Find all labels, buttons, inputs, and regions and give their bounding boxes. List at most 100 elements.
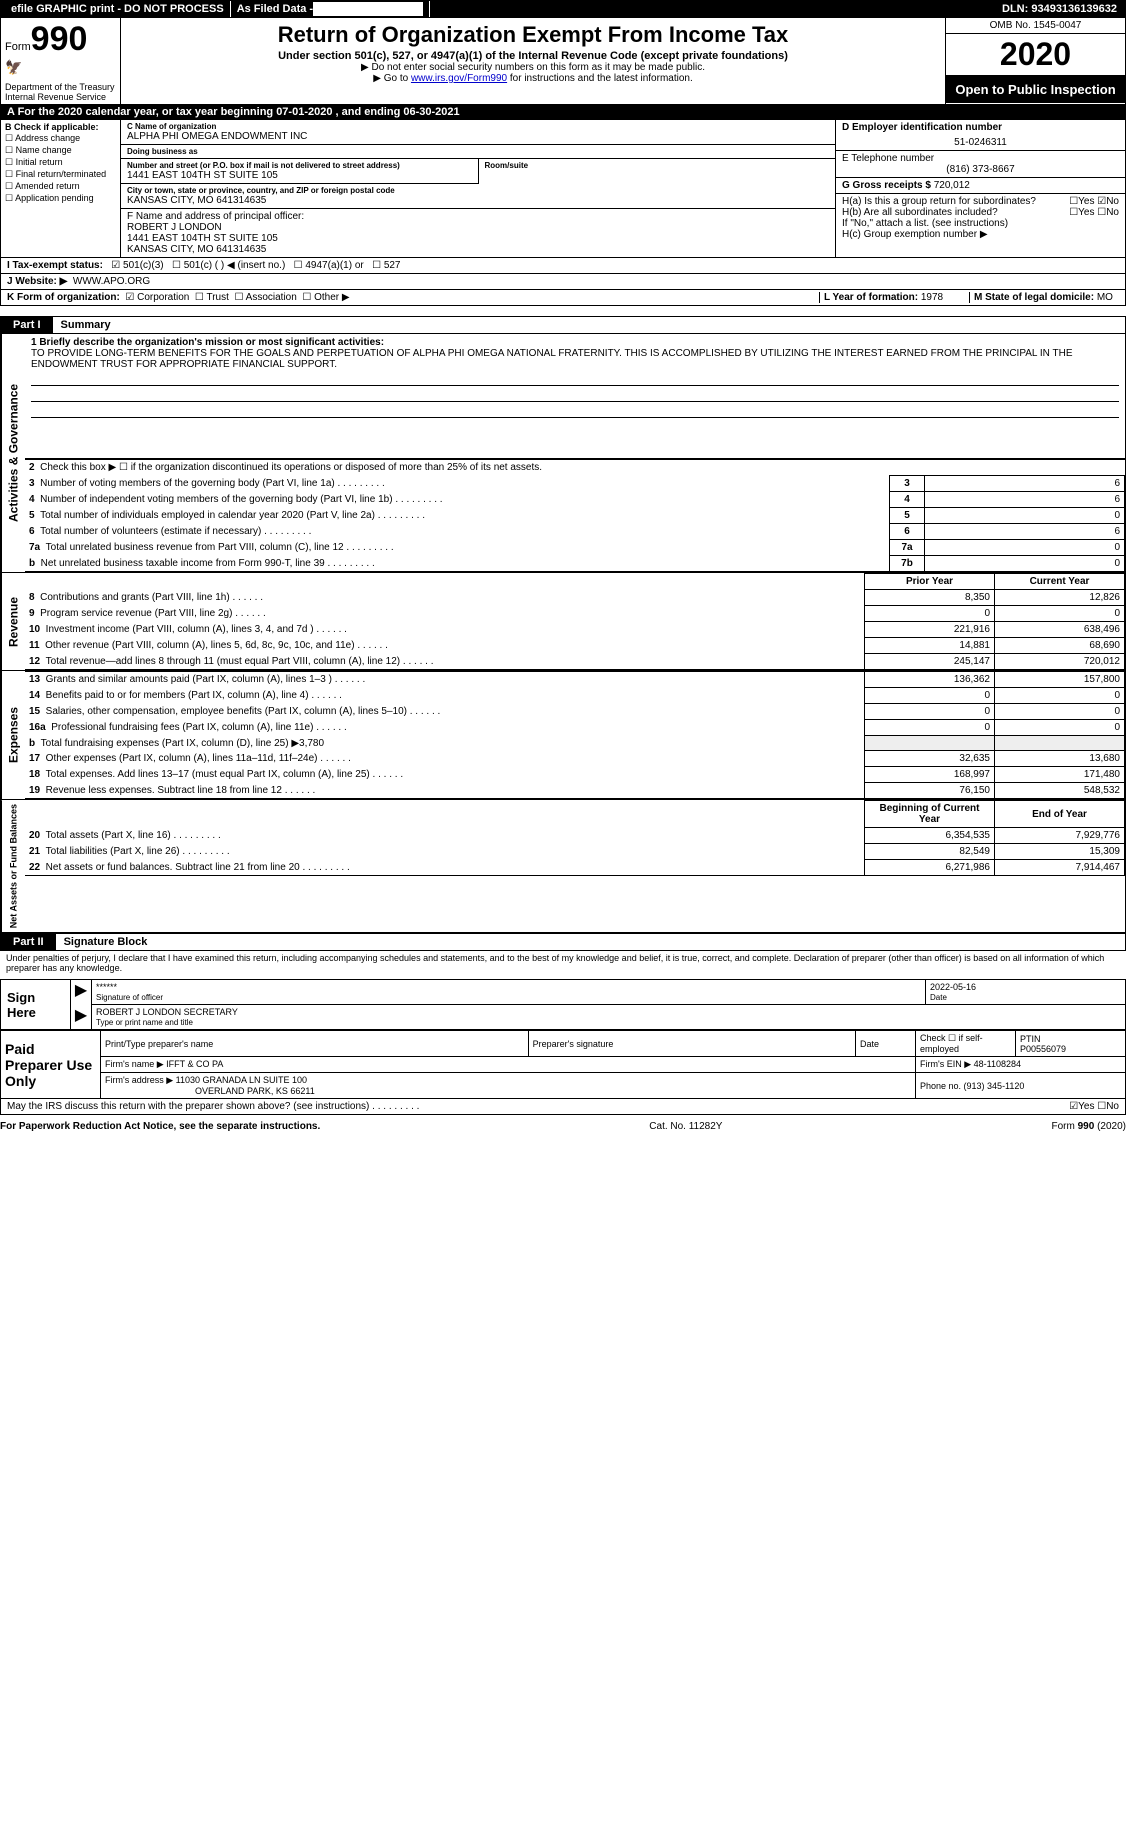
mission-line3 (31, 406, 1119, 418)
chk-name[interactable]: ☐ Name change (5, 145, 116, 156)
chk-final-label: Final return/terminated (16, 169, 107, 179)
revenue-body: Prior YearCurrent Year8 Contributions an… (25, 573, 1125, 670)
room-cell: Room/suite (478, 159, 836, 184)
part1-tab: Part I (1, 317, 53, 333)
sig-name-field: ROBERT J LONDON SECRETARY Type or print … (91, 1005, 1125, 1029)
ein-cell: D Employer identification number 51-0246… (836, 120, 1125, 151)
chk-amended-label: Amended return (15, 181, 80, 191)
ha-cell: H(a) Is this a group return for subordin… (836, 194, 1125, 242)
opt-other[interactable]: Other ▶ (314, 292, 349, 303)
netassets-body: Beginning of Current YearEnd of Year20 T… (25, 800, 1125, 932)
preparer-table: Paid Preparer Use Only Print/Type prepar… (0, 1030, 1126, 1099)
part2-tab: Part II (1, 934, 56, 950)
eagle-icon: 🦅 (5, 59, 116, 76)
firm-name: Firm's name ▶ IFFT & CO PA (101, 1057, 916, 1073)
part2-header: Part II Signature Block (0, 933, 1126, 951)
opt-corp[interactable]: Corporation (137, 292, 189, 303)
open-public: Open to Public Inspection (946, 76, 1125, 103)
officer-cell: F Name and address of principal officer:… (121, 209, 835, 257)
sig-date-field: 2022-05-16 Date (925, 980, 1125, 1005)
mission-box: 1 Briefly describe the organization's mi… (25, 334, 1125, 459)
asfiled-label: As Filed Data - (237, 3, 313, 15)
addr-label: Number and street (or P.O. box if mail i… (127, 161, 472, 170)
sig-date: 2022-05-16 (930, 982, 976, 992)
part2-title: Signature Block (56, 936, 156, 948)
prep-sig-label: Preparer's signature (528, 1031, 855, 1057)
topbar-asfiled: As Filed Data - (231, 1, 430, 17)
addr-value: 1441 EAST 104TH ST SUITE 105 (127, 170, 472, 181)
city-cell: City or town, state or province, country… (121, 184, 835, 209)
opt-trust[interactable]: Trust (206, 292, 228, 303)
form-num: 990 (31, 20, 88, 58)
preparer-label: Paid Preparer Use Only (1, 1031, 101, 1099)
opt-527[interactable]: 527 (384, 260, 401, 271)
vlabel-governance: Activities & Governance (1, 334, 25, 572)
form990-link[interactable]: www.irs.gov/Form990 (411, 73, 507, 84)
dba-cell: Doing business as (121, 145, 835, 159)
form-label: Form (5, 41, 31, 53)
sign-right: ▶ ****** Signature of officer 2022-05-16… (71, 980, 1125, 1029)
arrow-icon: ▶ (71, 980, 91, 1005)
chk-pending[interactable]: ☐ Application pending (5, 193, 116, 204)
dln-label: DLN: (1002, 3, 1028, 15)
dln-value: 93493136139632 (1031, 3, 1117, 15)
revenue-table: Prior YearCurrent Year8 Contributions an… (25, 573, 1125, 670)
part1-header: Part I Summary (0, 316, 1126, 334)
row-i-label: I Tax-exempt status: (7, 260, 103, 271)
gross-value: 720,012 (934, 180, 970, 191)
sign-here-label: Sign Here (1, 980, 71, 1029)
sign-block: Sign Here ▶ ****** Signature of officer … (0, 979, 1126, 1030)
dln: DLN: 93493136139632 (1002, 3, 1121, 15)
footer-mid: Cat. No. 11282Y (649, 1121, 722, 1132)
officer-label: F Name and address of principal officer: (127, 211, 829, 222)
m-value: MO (1097, 292, 1113, 303)
col-b-label: B Check if applicable: (5, 122, 99, 132)
expenses-table: 13 Grants and similar amounts paid (Part… (25, 671, 1125, 799)
note2: ▶ Go to www.irs.gov/Form990 for instruct… (127, 73, 939, 84)
chk-address[interactable]: ☐ Address change (5, 133, 116, 144)
opt-assoc[interactable]: Association (246, 292, 297, 303)
phone-label: E Telephone number (842, 153, 1119, 164)
topbar: efile GRAPHIC print - DO NOT PROCESS As … (0, 0, 1126, 18)
hb-yesno[interactable]: ☐Yes ☐No (1069, 207, 1119, 218)
l-value: 1978 (921, 292, 943, 303)
governance-body: 1 Briefly describe the organization's mi… (25, 334, 1125, 572)
ha-yesno[interactable]: ☐Yes ☑No (1069, 196, 1119, 207)
firm-ein: Firm's EIN ▶ 48-1108284 (916, 1057, 1126, 1073)
row-j: J Website: ▶ WWW.APO.ORG (0, 274, 1126, 290)
vlabel-expenses: Expenses (1, 671, 25, 799)
vlabel-revenue: Revenue (1, 573, 25, 670)
row-k: K Form of organization: ☑ Corporation ☐ … (0, 290, 1126, 306)
may-discuss: May the IRS discuss this return with the… (0, 1099, 1126, 1115)
m-label: M State of legal domicile: (974, 292, 1094, 303)
chk-name-label: Name change (16, 145, 72, 155)
firm-addr: Firm's address ▶ 11030 GRANADA LN SUITE … (101, 1073, 916, 1099)
chk-final[interactable]: ☐ Final return/terminated (5, 169, 116, 180)
l-label: L Year of formation: (824, 292, 918, 303)
prep-name-label: Print/Type preparer's name (101, 1031, 529, 1057)
ein-label: D Employer identification number (842, 122, 1119, 133)
prep-selfemp[interactable]: Check ☐ if self-employed (916, 1031, 1016, 1057)
opt-4947[interactable]: 4947(a)(1) or (305, 260, 363, 271)
room-label: Room/suite (485, 161, 830, 170)
mission-line2 (31, 390, 1119, 402)
expenses-body: 13 Grants and similar amounts paid (Part… (25, 671, 1125, 799)
chk-amended[interactable]: ☐ Amended return (5, 181, 116, 192)
dba-label: Doing business as (127, 147, 829, 156)
asfiled-input[interactable] (313, 2, 423, 16)
may-yesno[interactable]: ☑Yes ☐No (1069, 1101, 1119, 1112)
row-k-label: K Form of organization: (7, 292, 120, 303)
phone-cell: E Telephone number (816) 373-8667 (836, 151, 1125, 178)
sig-officer-label: Signature of officer (96, 993, 163, 1002)
chk-pending-label: Application pending (15, 193, 94, 203)
opt-501c3[interactable]: 501(c)(3) (123, 260, 164, 271)
sig-stars: ****** (96, 982, 117, 992)
opt-501c[interactable]: 501(c) ( ) ◀ (insert no.) (184, 260, 286, 271)
chk-initial[interactable]: ☐ Initial return (5, 157, 116, 168)
section-netassets: Net Assets or Fund Balances Beginning of… (0, 800, 1126, 933)
note2-post: for instructions and the latest informat… (507, 73, 693, 84)
firm-phone: Phone no. (913) 345-1120 (916, 1073, 1126, 1099)
mission-label: 1 Briefly describe the organization's mi… (31, 337, 384, 348)
chk-initial-label: Initial return (16, 157, 63, 167)
ein-value: 51-0246311 (842, 137, 1119, 148)
